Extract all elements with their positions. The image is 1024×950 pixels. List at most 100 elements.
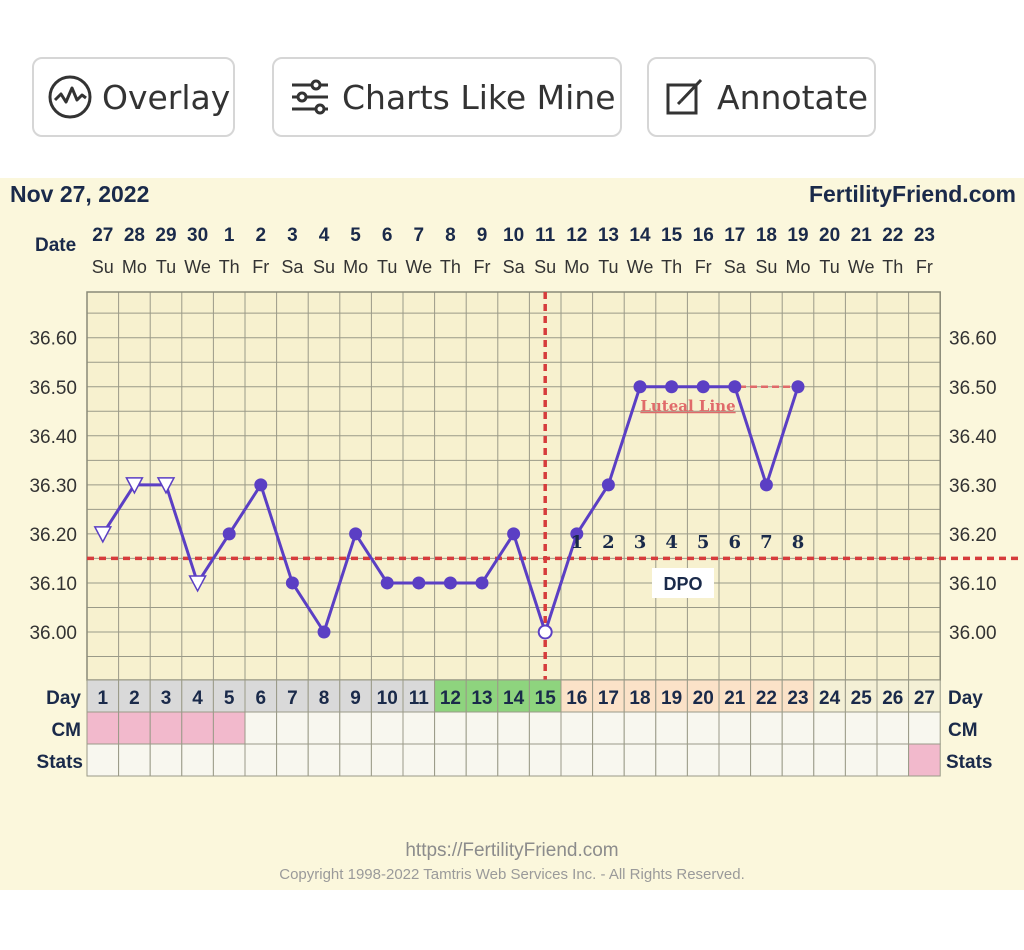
cycle-day-cell — [212, 679, 246, 713]
dpo-label-box — [652, 568, 714, 598]
temperature-point — [791, 380, 805, 394]
weekday-label: Mo — [785, 257, 810, 277]
cm-cell — [528, 711, 562, 745]
cm-row-label-left: CM — [51, 720, 81, 741]
date-label: 10 — [503, 225, 524, 246]
weekday-label: Sa — [724, 257, 747, 277]
dpo-number: 4 — [665, 532, 678, 553]
temperature-point — [570, 527, 584, 541]
stats-cell — [686, 743, 720, 777]
date-label: 22 — [882, 225, 903, 246]
temperature-point — [317, 625, 331, 639]
cycle-day-label: 15 — [535, 688, 557, 709]
stats-cell — [307, 743, 341, 777]
cycle-day-label: 3 — [161, 688, 172, 709]
overlay-button[interactable]: Overlay — [32, 57, 235, 137]
stats-cell — [118, 743, 151, 777]
cm-cell — [434, 711, 467, 745]
annotate-button[interactable]: Annotate — [647, 57, 876, 137]
temperature-point — [633, 380, 647, 394]
date-label: 15 — [661, 225, 683, 246]
weekday-label: Th — [440, 257, 461, 277]
dpo-number: 1 — [571, 532, 584, 553]
date-label: 16 — [693, 225, 714, 246]
weekday-label: Mo — [564, 257, 589, 277]
stats-row-label-left: Stats — [37, 752, 83, 773]
date-label: 6 — [382, 225, 393, 246]
cycle-day-label: 16 — [566, 688, 587, 709]
sliders-icon — [286, 73, 334, 121]
y-tick-label-left: 36.30 — [29, 476, 77, 497]
date-label: 23 — [914, 225, 935, 246]
temperature-point — [412, 576, 426, 590]
cm-cell — [623, 711, 657, 745]
chart-panel: Nov 27, 2022 FertilityFriend.com Date 27 28 2… — [0, 178, 1024, 890]
charts-like-mine-button[interactable]: Charts Like Mine — [272, 57, 622, 137]
y-tick-label-left: 36.60 — [29, 329, 77, 350]
stats-cell — [339, 743, 372, 777]
date-label: 27 — [92, 225, 113, 246]
weekday-label: Tu — [377, 257, 397, 277]
y-tick-label-right: 36.60 — [949, 329, 997, 350]
stats-cell — [592, 743, 625, 777]
cycle-day-label: 8 — [319, 688, 330, 709]
cm-cell — [686, 711, 720, 745]
stats-cell — [276, 743, 309, 777]
temperature-point — [665, 380, 679, 394]
temperature-point — [696, 380, 710, 394]
stats-cell — [402, 743, 436, 777]
cm-cell — [908, 711, 941, 745]
cycle-day-label: 13 — [471, 688, 492, 709]
y-tick-label-right: 36.20 — [949, 525, 997, 546]
stats-cell — [813, 743, 846, 777]
temperature-point-open-triangle — [125, 477, 144, 495]
weekday-label: Su — [92, 257, 114, 277]
temperature-point — [285, 576, 299, 590]
date-label: 4 — [319, 225, 330, 246]
stats-cell — [86, 743, 120, 777]
temperature-point — [443, 576, 457, 590]
stats-row-label-right: Stats — [946, 752, 992, 773]
cycle-day-label: 24 — [819, 688, 841, 709]
y-tick-label-right: 36.50 — [949, 378, 997, 399]
dpo-label: DPO — [663, 574, 702, 594]
y-tick-label-left: 36.10 — [29, 574, 77, 595]
temperature-point-open-triangle — [188, 575, 207, 593]
cycle-day-label: 10 — [377, 688, 398, 709]
stats-cell — [244, 743, 278, 777]
temperature-point-open-triangle — [156, 477, 176, 495]
date-label: 2 — [256, 225, 267, 246]
y-tick-label-left: 36.00 — [29, 623, 77, 644]
plot-area — [87, 292, 941, 680]
annotate-label: Annotate — [717, 77, 868, 117]
temperature-point — [601, 478, 615, 492]
weekday-label: Tu — [598, 257, 618, 277]
stats-cell — [434, 743, 467, 777]
cm-cell — [781, 711, 815, 745]
temperature-point — [222, 527, 236, 541]
day-row-label-right: Day — [948, 688, 983, 709]
y-tick-label-right: 36.40 — [949, 427, 997, 448]
y-tick-label-right: 36.10 — [949, 574, 997, 595]
date-label: 1 — [224, 225, 235, 246]
weekday-label: Fr — [252, 257, 269, 277]
temperature-point — [349, 527, 363, 541]
cycle-day-label: 21 — [724, 688, 746, 709]
cycle-day-cell — [181, 679, 214, 713]
cycle-day-cell — [434, 679, 467, 713]
cm-cell — [560, 711, 594, 745]
date-label: 30 — [187, 225, 208, 246]
cm-cell — [149, 711, 183, 745]
dpo-number: 8 — [792, 532, 805, 553]
cycle-day-label: 23 — [787, 688, 808, 709]
stats-cell — [718, 743, 752, 777]
cycle-day-cell — [497, 679, 530, 713]
cm-cell — [86, 711, 120, 745]
date-label: 14 — [629, 225, 651, 246]
weekday-label: Mo — [122, 257, 147, 277]
y-tick-label-right: 36.30 — [949, 476, 997, 497]
stats-cell — [844, 743, 878, 777]
dpo-number: 6 — [729, 532, 742, 553]
stats-cell — [465, 743, 499, 777]
date-label: 12 — [566, 225, 587, 246]
